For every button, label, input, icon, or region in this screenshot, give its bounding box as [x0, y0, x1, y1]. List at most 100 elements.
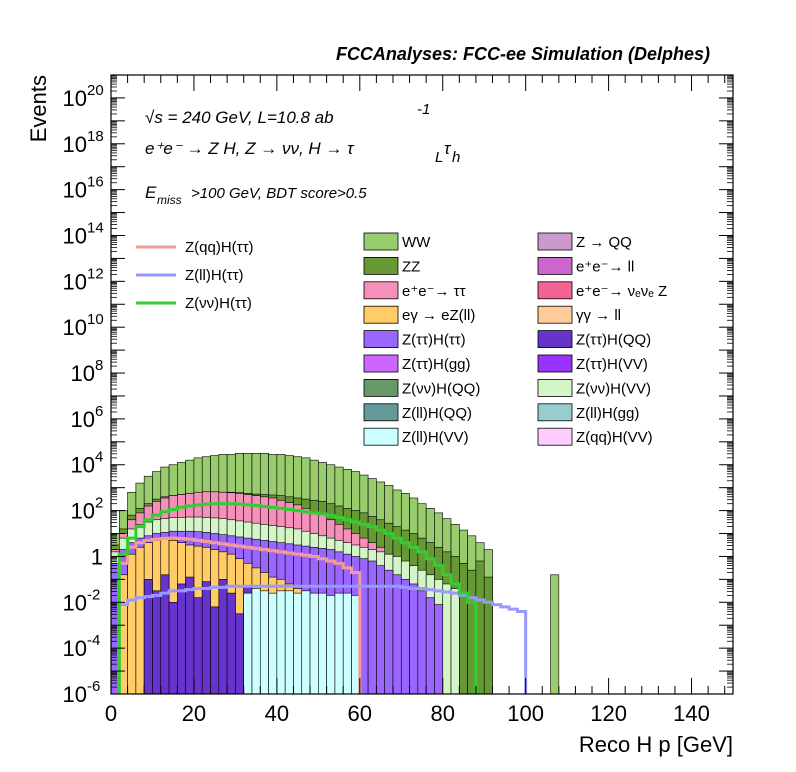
bar-Z(νν)H(VV)-40: [442, 583, 452, 694]
annotation-process-sub1: L: [435, 149, 443, 166]
legend: Z(qq)H(ττ) Z(ll)H(ττ) Z(νν)H(ττ) WW Z → QQ ZZ…: [136, 232, 667, 446]
legend-swatch: [363, 232, 399, 251]
bar-Z(ττ)H(ττ)-36: [409, 583, 419, 694]
bar-Z(ll)H(VV)-27: [334, 592, 344, 694]
legend-swatch: [363, 330, 399, 349]
bar-Z(ll)H(VV)-17: [251, 588, 261, 694]
bar-Z(ττ)H(QQ)-14: [226, 592, 236, 694]
legend-label: Z(qq)H(VV): [576, 429, 653, 446]
legend-swatch: [537, 427, 573, 446]
y-tick-exponent: 16: [87, 174, 104, 191]
bar-Z(νν)H(VV)-41: [450, 588, 460, 694]
signal-line-0: [117, 536, 362, 694]
legend-label: Z(ττ)H(QQ): [576, 332, 651, 349]
x-tick-label: 120: [590, 701, 627, 726]
bar-Z(ll)H(VV)-24: [309, 592, 319, 694]
bar-Z(ll)H(VV)-19: [268, 592, 278, 694]
y-tick-exponent: 14: [87, 219, 104, 236]
bar-Z(ττ)H(QQ)-8: [177, 583, 186, 694]
y-tick-label: 10: [71, 361, 95, 386]
legend-swatch: [537, 354, 573, 373]
bar-Z(ττ)H(QQ)-15: [235, 613, 244, 694]
y-tick-exponent: 8: [95, 357, 103, 374]
annotation-cuts-E: E: [145, 183, 157, 202]
bar-Z(ττ)H(QQ)-7: [168, 601, 178, 694]
legend-label: e⁺e⁻→ ll: [576, 258, 634, 275]
bar-Z(ττ)H(QQ)-11: [201, 581, 211, 694]
bar-Z(ττ)H(ττ)-39: [434, 604, 444, 694]
bar-Z(ll)H(VV)-23: [301, 590, 311, 694]
bar-Z(ττ)H(ττ)-34: [392, 574, 402, 694]
annotation-cuts-rest: >100 GeV, BDT score>0.5: [191, 185, 367, 202]
stack-7: [243, 588, 361, 694]
bar-Z(ττ)H(ττ)-35: [400, 579, 410, 694]
legend-swatch: [537, 305, 573, 324]
legend-label: Z(ττ)H(VV): [576, 356, 648, 373]
legend-swatch: [537, 232, 573, 251]
y-tick-exponent: -4: [87, 632, 100, 649]
bar-Z(ll)H(VV)-26: [326, 595, 336, 694]
bar-Z(ll)H(VV)-18: [259, 590, 269, 694]
y-tick-label: 10: [63, 682, 87, 707]
y-tick-label: 10: [63, 223, 87, 248]
legend-label: Z(νν)H(VV): [576, 380, 651, 397]
y-tick-label: 10: [63, 636, 87, 661]
y-tick-exponent: 4: [95, 449, 103, 466]
legend-swatch: [537, 378, 573, 397]
y-axis-label: Events: [26, 75, 51, 142]
plot-frame: [110, 74, 734, 695]
bar-Z(ll)H(VV)-20: [276, 590, 286, 694]
y-tick-exponent: 10: [87, 311, 104, 328]
annotation-process-sub2: h: [452, 149, 460, 166]
bar-Z(ττ)H(QQ)-10: [193, 597, 203, 694]
signal-line-1: [117, 584, 528, 694]
bar-Z(ττ)H(ττ)-38: [425, 597, 435, 694]
legend-swatch: [363, 427, 399, 446]
x-axis-label: Reco H p [GeV]: [579, 732, 733, 757]
y-tick-label: 10: [63, 86, 87, 111]
annotation-cuts-sub: miss: [157, 193, 182, 207]
legend-swatch: [363, 281, 399, 300]
y-tick-label: 1: [91, 544, 103, 569]
bar-Z(ll)H(VV)-28: [342, 592, 352, 694]
legend-label: Z(ττ)H(ττ): [402, 332, 466, 349]
bar-Z(ττ)H(QQ)-5: [152, 590, 162, 694]
legend-swatch: [363, 305, 399, 324]
x-tick-label: 20: [182, 701, 206, 726]
legend-swatch: [537, 403, 573, 422]
legend-label: γγ → ll: [576, 307, 621, 324]
bar-eγ → eZ(ll)-2: [127, 553, 137, 694]
legend-label: e⁺e⁻→ νₑνₑ Z: [576, 283, 667, 300]
legend-label: Z(νν)H(QQ): [402, 380, 480, 397]
bar-Z(ττ)H(ττ)-37: [417, 590, 427, 694]
legend-swatch: [537, 256, 573, 275]
annotation-process-tau: τ: [444, 139, 452, 158]
legend-swatch: [363, 256, 399, 275]
annotation-process: e⁺e⁻ → Z H, Z → νν, H → τ: [145, 139, 355, 158]
bar-Z(ττ)H(ττ)-33: [384, 569, 394, 694]
bar-WW-53: [550, 574, 560, 694]
signal-lines: [117, 502, 528, 694]
x-tick-label: 100: [507, 701, 544, 726]
legend-label: Z → QQ: [576, 234, 632, 251]
legend-label: Z(ll)H(gg): [576, 405, 639, 422]
annotation-energy-exponent: -1: [417, 101, 430, 118]
y-tick-exponent: 12: [87, 265, 104, 282]
bar-eγ → eZ(ll)-3: [135, 546, 145, 694]
y-tick-label: 10: [63, 132, 87, 157]
bar-Z(ll)H(VV)-25: [318, 592, 327, 694]
y-tick-label: 10: [63, 315, 87, 340]
legend-label: Z(ll)H(QQ): [402, 405, 472, 422]
bar-ZZ-45: [483, 576, 493, 694]
y-tick-exponent: 20: [87, 82, 104, 99]
legend-label: Z(ττ)H(gg): [402, 356, 471, 373]
y-tick-exponent: -6: [87, 678, 100, 695]
y-tick-exponent: 2: [95, 495, 103, 512]
legend-line-label: Z(νν)H(ττ): [185, 295, 252, 312]
bar-Z(ll)H(VV)-16: [243, 592, 253, 694]
y-tick-label: 10: [71, 453, 95, 478]
y-tick-label: 10: [63, 178, 87, 203]
bar-Z(ττ)H(ττ)-31: [367, 560, 377, 694]
legend-swatch: [537, 330, 573, 349]
y-tick-label: 10: [71, 499, 95, 524]
